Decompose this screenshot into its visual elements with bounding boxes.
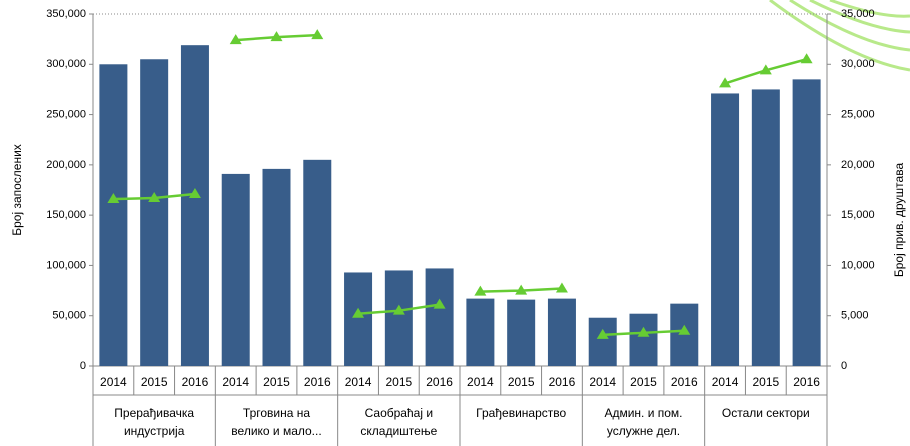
- bar: [466, 298, 495, 366]
- marker: [515, 284, 528, 295]
- marker: [229, 34, 242, 45]
- x-tick-label: 2014: [345, 375, 372, 389]
- bar: [99, 64, 128, 367]
- bar: [303, 159, 332, 366]
- marker: [678, 324, 691, 335]
- y2-axis-label: Број прив. друштава: [892, 163, 906, 278]
- x-tick-label: 2016: [671, 375, 698, 389]
- group-label: услужне дел.: [607, 424, 680, 438]
- marker: [555, 282, 568, 293]
- y2-tick-label: 15,000: [841, 209, 875, 221]
- marker: [188, 188, 201, 199]
- bar: [140, 59, 169, 366]
- marker: [311, 29, 324, 40]
- x-tick-label: 2015: [630, 375, 657, 389]
- x-tick-label: 2014: [100, 375, 127, 389]
- y2-tick-label: 0: [841, 360, 847, 372]
- x-tick-label: 2015: [752, 375, 779, 389]
- bar: [751, 89, 780, 366]
- group-label: Саобраћај и: [365, 406, 433, 420]
- y-tick-label: 150,000: [46, 209, 86, 221]
- group-label: Грађевинарство: [476, 406, 566, 420]
- x-tick-label: 2016: [793, 375, 820, 389]
- marker: [392, 304, 405, 315]
- y2-tick-label: 10,000: [841, 259, 875, 271]
- x-tick-label: 2016: [304, 375, 331, 389]
- bar: [629, 313, 658, 366]
- x-tick-label: 2014: [589, 375, 616, 389]
- marker: [148, 192, 161, 203]
- group-label: Остали сектори: [722, 406, 810, 420]
- y2-tick-label: 35,000: [841, 8, 875, 20]
- y-tick-label: 200,000: [46, 159, 86, 171]
- group-label: велико и мало...: [231, 424, 321, 438]
- marker: [637, 326, 650, 337]
- y-tick-label: 350,000: [46, 8, 86, 20]
- marker: [474, 285, 487, 296]
- x-tick-label: 2014: [712, 375, 739, 389]
- bar: [221, 173, 250, 366]
- bar: [384, 270, 413, 366]
- y-tick-label: 0: [80, 360, 86, 372]
- bar: [180, 45, 209, 366]
- x-tick-label: 2016: [182, 375, 209, 389]
- marker: [596, 328, 609, 339]
- y-tick-label: 50,000: [52, 310, 86, 322]
- marker: [107, 193, 120, 204]
- bar: [670, 303, 699, 366]
- bar: [344, 272, 373, 366]
- x-tick-label: 2014: [467, 375, 494, 389]
- bar: [547, 298, 576, 366]
- decoration: [769, 0, 910, 72]
- bar: [588, 317, 617, 366]
- y2-tick-label: 30,000: [841, 58, 875, 70]
- group-label: складиштење: [360, 424, 437, 438]
- group-label: Админ. и пом.: [604, 406, 682, 420]
- x-tick-label: 2014: [222, 375, 249, 389]
- bar: [507, 299, 536, 366]
- group-label: индустрија: [124, 424, 185, 438]
- group-label: Прерађивачка: [114, 406, 194, 420]
- marker: [759, 64, 772, 75]
- y2-tick-label: 25,000: [841, 108, 875, 120]
- marker: [719, 77, 732, 88]
- marker: [433, 298, 446, 309]
- marker: [800, 53, 813, 64]
- y-tick-label: 300,000: [46, 58, 86, 70]
- y2-tick-label: 20,000: [841, 159, 875, 171]
- bar: [792, 79, 821, 366]
- bar: [711, 93, 740, 367]
- group-label: Трговина на: [243, 406, 310, 420]
- x-tick-label: 2015: [508, 375, 535, 389]
- bar: [262, 168, 291, 366]
- marker: [270, 31, 283, 42]
- marker: [352, 307, 365, 318]
- x-tick-label: 2015: [385, 375, 412, 389]
- y-tick-label: 100,000: [46, 259, 86, 271]
- x-tick-label: 2015: [141, 375, 168, 389]
- bar: [425, 268, 454, 366]
- y-tick-label: 250,000: [46, 108, 86, 120]
- y2-tick-label: 5,000: [841, 310, 869, 322]
- x-tick-label: 2015: [263, 375, 290, 389]
- x-tick-label: 2016: [549, 375, 576, 389]
- y-axis-label: Број запослених: [10, 144, 24, 236]
- x-tick-label: 2016: [426, 375, 453, 389]
